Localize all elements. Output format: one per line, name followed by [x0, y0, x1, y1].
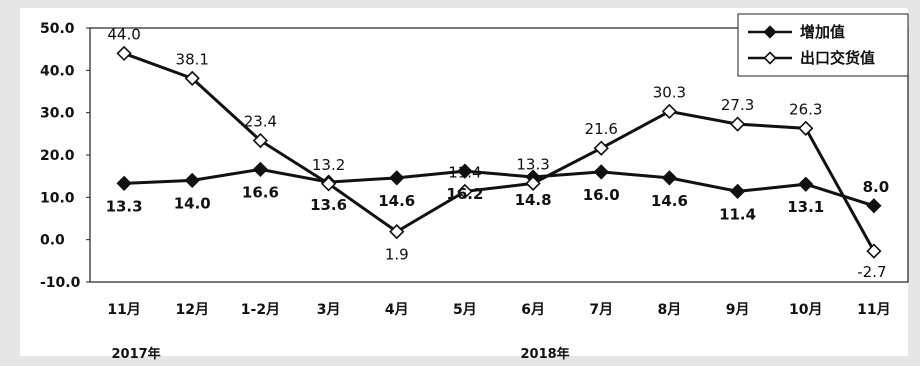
data-label: 23.4 [244, 113, 277, 131]
data-label: -2.7 [857, 263, 886, 281]
data-point-0-5 [457, 163, 473, 179]
y-tick-label: 50.0 [40, 21, 75, 37]
data-point-1-0 [116, 45, 132, 62]
data-point-0-8 [661, 170, 678, 186]
series-line-1 [123, 51, 876, 252]
series-line-0 [124, 167, 875, 208]
y-tick-label: -10.0 [40, 275, 81, 291]
data-label: 30.3 [653, 83, 686, 101]
x-tick-label: 6月 [521, 302, 545, 318]
data-label: 13.3 [516, 155, 549, 173]
data-label: 11.4 [448, 163, 481, 181]
data-label: 27.3 [721, 96, 754, 114]
data-point-0-7 [593, 164, 609, 180]
data-label: 13.3 [106, 197, 143, 215]
data-label: 38.1 [176, 50, 209, 68]
x-tick-label: 1-2月 [241, 302, 280, 318]
data-label: 44.0 [107, 25, 140, 43]
data-point-0-10 [798, 176, 814, 192]
legend-label: 增加值 [800, 23, 845, 41]
data-label: 13.6 [310, 196, 347, 214]
data-point-0-2 [252, 161, 269, 178]
data-point-0-1 [184, 172, 200, 189]
data-label: 14.6 [378, 192, 415, 210]
data-point-0-11 [866, 198, 882, 214]
data-label: 16.2 [446, 185, 483, 203]
x-tick-label: 4月 [385, 302, 409, 318]
y-tick-label: 10.0 [40, 190, 75, 206]
data-point-0-9 [729, 183, 746, 200]
data-label: 21.6 [585, 120, 618, 138]
data-label: 26.3 [789, 100, 822, 118]
y-tick-label: 0.0 [40, 233, 65, 249]
x-tick-label: 7月 [589, 302, 613, 318]
data-label: 16.6 [242, 183, 279, 201]
y-tick-label: 30.0 [40, 106, 75, 122]
y-tick-label: 20.0 [40, 148, 75, 164]
year-label-2017: 2017年 [111, 346, 160, 362]
data-label: 13.1 [787, 198, 824, 216]
x-tick-label: 5月 [453, 302, 477, 318]
x-tick-label: 10月 [789, 302, 822, 318]
data-label: 14.8 [515, 191, 552, 209]
legend-box [737, 13, 909, 77]
data-point-1-4 [389, 223, 405, 240]
x-tick-label: 11月 [107, 302, 140, 318]
data-label: 16.0 [583, 186, 620, 204]
x-tick-label: 12月 [176, 302, 209, 318]
data-point-1-8 [661, 103, 678, 120]
data-label: 1.9 [385, 246, 409, 264]
x-tick-label: 9月 [726, 302, 750, 318]
legend-label: 出口交货值 [800, 49, 875, 67]
data-point-1-10 [798, 120, 814, 136]
data-label: 14.0 [174, 194, 211, 212]
data-point-1-5 [457, 183, 473, 200]
x-tick-label: 3月 [317, 302, 341, 318]
data-label: 14.6 [651, 192, 688, 210]
data-label: 11.4 [719, 205, 756, 223]
data-point-1-1 [184, 70, 200, 87]
data-point-1-2 [252, 132, 269, 149]
legend-marker-0 [763, 25, 777, 39]
data-point-0-4 [389, 170, 405, 186]
data-label: 13.2 [312, 156, 345, 174]
data-label: 8.0 [863, 178, 890, 196]
data-point-1-9 [729, 116, 746, 132]
data-point-1-3 [320, 176, 337, 192]
data-point-1-7 [593, 140, 609, 156]
legend-marker-1 [763, 51, 777, 65]
data-point-1-6 [525, 175, 541, 191]
x-tick-label: 8月 [658, 302, 682, 318]
year-label-2018: 2018年 [520, 346, 569, 362]
data-point-0-0 [116, 175, 132, 191]
y-tick-label: 40.0 [40, 63, 75, 79]
data-point-1-11 [866, 243, 882, 259]
x-tick-label: 11月 [857, 302, 890, 318]
